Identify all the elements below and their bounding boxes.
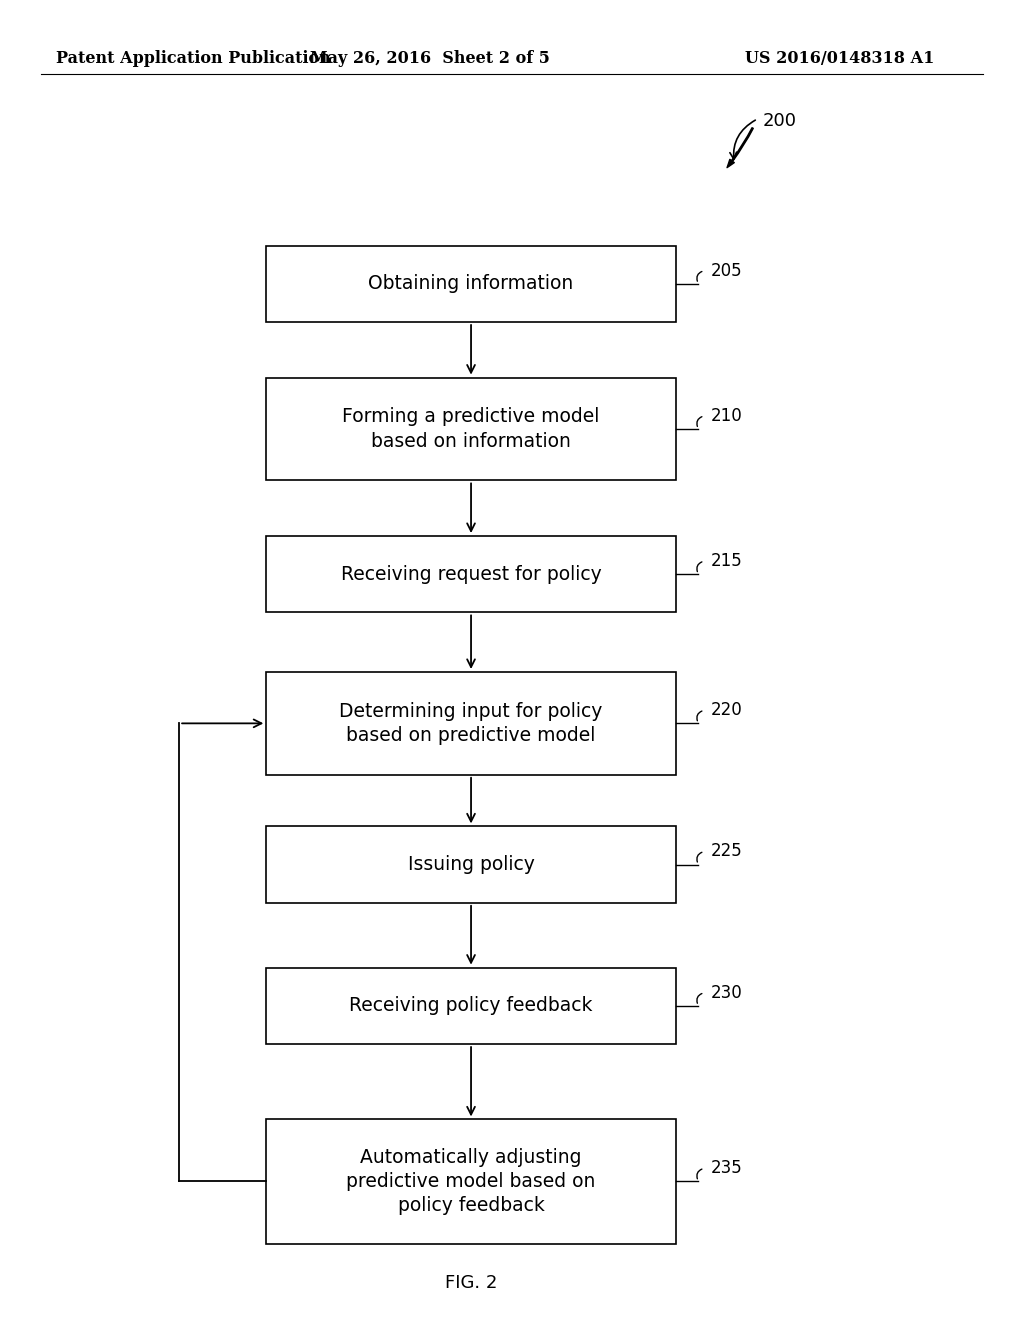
FancyBboxPatch shape [266,378,676,480]
Text: 200: 200 [763,112,797,131]
FancyBboxPatch shape [266,826,676,903]
FancyBboxPatch shape [266,672,676,775]
Text: US 2016/0148318 A1: US 2016/0148318 A1 [745,50,934,66]
Text: 205: 205 [711,261,742,280]
FancyBboxPatch shape [266,968,676,1044]
Text: Determining input for policy
based on predictive model: Determining input for policy based on pr… [339,702,603,744]
FancyBboxPatch shape [266,536,676,612]
Text: Automatically adjusting
predictive model based on
policy feedback: Automatically adjusting predictive model… [346,1147,596,1216]
Text: 235: 235 [711,1159,742,1177]
Text: 210: 210 [711,407,742,425]
Text: 215: 215 [711,552,742,570]
FancyBboxPatch shape [266,1119,676,1243]
Text: 225: 225 [711,842,742,861]
Text: Receiving policy feedback: Receiving policy feedback [349,997,593,1015]
Text: 230: 230 [711,983,742,1002]
Text: FIG. 2: FIG. 2 [444,1274,498,1292]
Text: Receiving request for policy: Receiving request for policy [341,565,601,583]
Text: Obtaining information: Obtaining information [369,275,573,293]
Text: Forming a predictive model
based on information: Forming a predictive model based on info… [342,408,600,450]
Text: Issuing policy: Issuing policy [408,855,535,874]
Text: 220: 220 [711,701,742,719]
Text: May 26, 2016  Sheet 2 of 5: May 26, 2016 Sheet 2 of 5 [310,50,550,66]
FancyBboxPatch shape [266,246,676,322]
Text: Patent Application Publication: Patent Application Publication [56,50,331,66]
FancyArrowPatch shape [727,128,754,168]
